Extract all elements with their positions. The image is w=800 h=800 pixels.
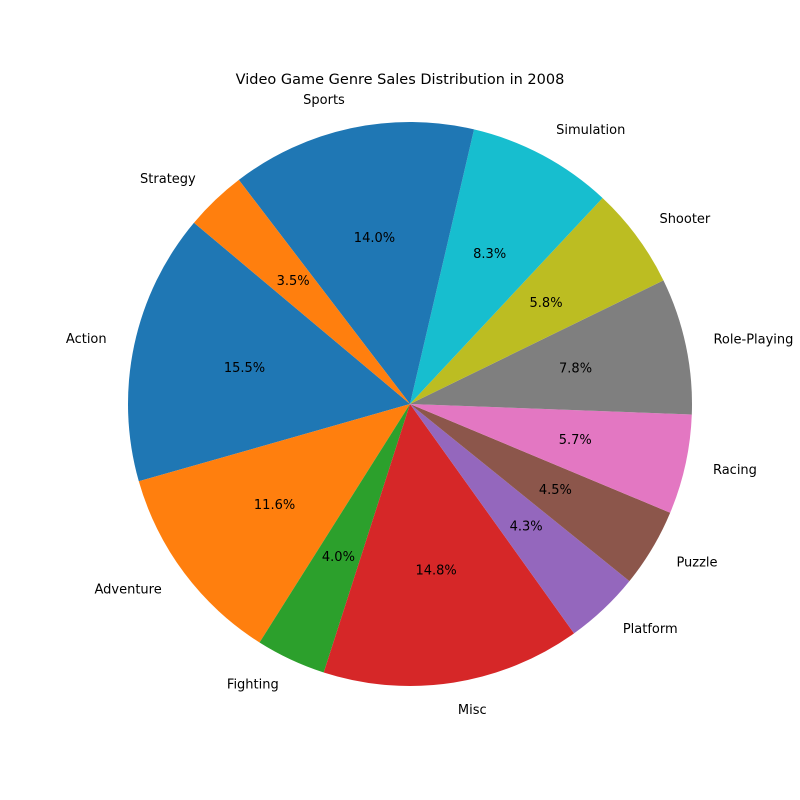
slice-label-misc: Misc <box>458 703 487 718</box>
slice-percent-puzzle: 4.5% <box>539 483 572 498</box>
pie-slice-platform <box>410 404 630 634</box>
slice-label-adventure: Adventure <box>94 582 161 597</box>
slice-label-fighting: Fighting <box>227 678 279 693</box>
pie-slice-sports <box>238 122 475 405</box>
slice-percent-action: 15.5% <box>224 361 265 376</box>
slice-label-sports: Sports <box>303 93 345 108</box>
slice-percent-strategy: 3.5% <box>277 274 310 289</box>
pie-slice-role-playing <box>410 280 692 415</box>
slice-percent-platform: 4.3% <box>510 520 543 535</box>
pie-slice-simulation <box>410 129 603 404</box>
slice-label-simulation: Simulation <box>556 123 625 138</box>
slice-percent-adventure: 11.6% <box>254 498 295 513</box>
slice-label-strategy: Strategy <box>140 172 196 187</box>
slice-label-role-playing: Role-Playing <box>713 332 793 347</box>
pie-slice-puzzle <box>410 404 671 582</box>
pie-slice-racing <box>410 404 692 513</box>
pie-slice-misc <box>323 404 575 686</box>
pie-slice-fighting <box>259 404 410 673</box>
chart-title: Video Game Genre Sales Distribution in 2… <box>235 72 565 88</box>
slice-label-action: Action <box>66 332 107 347</box>
slice-percent-simulation: 8.3% <box>473 247 506 262</box>
slice-label-shooter: Shooter <box>659 212 710 227</box>
slice-label-platform: Platform <box>623 622 678 637</box>
slice-percent-sports: 14.0% <box>354 231 395 246</box>
pie-slice-adventure <box>138 404 410 643</box>
pie-slice-shooter <box>410 197 664 404</box>
slice-percent-role-playing: 7.8% <box>559 361 592 376</box>
slice-label-racing: Racing <box>713 463 757 478</box>
slice-label-puzzle: Puzzle <box>676 555 717 570</box>
pie-slice-strategy <box>193 179 410 404</box>
slice-percent-racing: 5.7% <box>559 433 592 448</box>
pie-slice-action <box>127 222 410 482</box>
slice-percent-fighting: 4.0% <box>322 550 355 565</box>
slice-percent-shooter: 5.8% <box>530 296 563 311</box>
slice-percent-misc: 14.8% <box>415 564 456 579</box>
